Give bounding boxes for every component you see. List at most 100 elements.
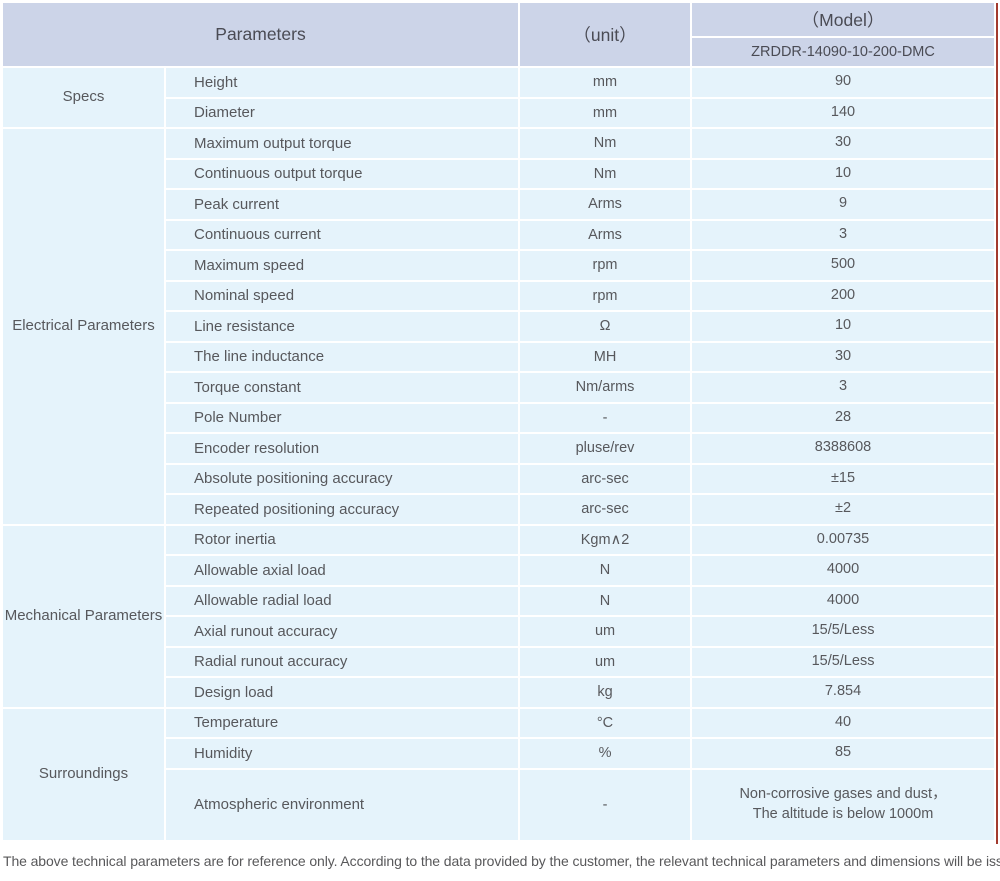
category-cell: Electrical Parameters <box>3 129 166 526</box>
parameter-name-cell: Maximum speed <box>166 251 521 282</box>
value-cell: 10 <box>692 159 997 190</box>
table-row: Specs Height mm 90 <box>3 68 997 129</box>
table-row: Design load kg 7.854 <box>3 678 997 709</box>
unit-cell: um <box>520 647 693 678</box>
unit-cell: - <box>520 403 693 434</box>
table-row: Absolute positioning accuracy arc-sec ±15 <box>3 464 997 495</box>
unit-cell: N <box>520 556 693 587</box>
value-cell: 3 <box>692 373 997 404</box>
unit-cell: - <box>520 769 693 842</box>
table-row: Peak current Arms 9 <box>3 190 997 221</box>
value-cell: 200 <box>692 281 997 312</box>
table-row: Pole Number -28 <box>3 403 997 434</box>
table-row: Allowable axial load N 4000 <box>3 556 997 587</box>
value-cell: 3 <box>692 220 997 251</box>
right-edge-accent-line <box>996 3 998 844</box>
value-cell: 4000 <box>692 556 997 587</box>
value-cell: 500 <box>692 251 997 282</box>
unit-cell: pluse/rev <box>520 434 693 465</box>
unit-cell: % <box>520 739 693 770</box>
table-row: Torque constant Nm/arms 3 <box>3 373 997 404</box>
unit-header: （unit） <box>520 3 693 68</box>
value-cell: 140 <box>692 98 997 129</box>
table-row: Line resistance Ω 10 <box>3 312 997 343</box>
unit-cell: arc-sec <box>520 464 693 495</box>
value-cell: ±2 <box>692 495 997 526</box>
table-row: Nominal speed rpm 200 <box>3 281 997 312</box>
parameter-name-cell: Peak current <box>166 190 521 221</box>
value-cell: 85 <box>692 739 997 770</box>
value-cell: 15/5/Less <box>692 647 997 678</box>
unit-cell: Nm <box>520 159 693 190</box>
value-cell: Non-corrosive gases and dust， The altitu… <box>692 769 997 842</box>
parameter-name-cell: Allowable axial load <box>166 556 521 587</box>
model-header: （Model） <box>692 3 997 38</box>
table-row: The line inductance MH 30 <box>3 342 997 373</box>
unit-cell: N <box>520 586 693 617</box>
unit-cell: Kgm∧2 <box>520 525 693 556</box>
value-cell: 90 <box>692 68 997 99</box>
parameter-name-cell: Axial runout accuracy <box>166 617 521 648</box>
unit-cell: um <box>520 617 693 648</box>
table-row: Encoder resolution pluse/rev 8388608 <box>3 434 997 465</box>
value-cell: 0.00735 <box>692 525 997 556</box>
value-cell: ±15 <box>692 464 997 495</box>
table-row: Continuous current Arms 3 <box>3 220 997 251</box>
parameter-name-cell: Maximum output torque <box>166 129 521 160</box>
model-number: ZRDDR-14090-10-200-DMC <box>692 38 997 68</box>
parameter-name-cell: Absolute positioning accuracy <box>166 464 521 495</box>
value-cell: 40 <box>692 708 997 739</box>
unit-cell: mm <box>520 68 693 99</box>
parameters-header: Parameters <box>3 3 521 68</box>
parameter-name-cell: Rotor inertia <box>166 525 521 556</box>
parameter-name-cell: Height <box>166 68 521 99</box>
spec-table: Parameters （unit） （Model） ZRDDR-14090-10… <box>3 3 997 842</box>
table-row: Continuous output torque Nm 10 <box>3 159 997 190</box>
parameter-name-cell: Atmospheric environment <box>166 769 521 842</box>
category-cell: Surroundings <box>3 708 166 842</box>
table-row: Atmospheric environment - Non-corrosive ga… <box>3 769 997 842</box>
parameter-name-cell: Allowable radial load <box>166 586 521 617</box>
value-cell: 7.854 <box>692 678 997 709</box>
parameter-name-cell: Line resistance <box>166 312 521 343</box>
table-row: Repeated positioning accuracy arc-sec ±2 <box>3 495 997 526</box>
parameter-name-cell: Humidity <box>166 739 521 770</box>
value-cell: 4000 <box>692 586 997 617</box>
value-cell: 15/5/Less <box>692 617 997 648</box>
category-cell: Specs <box>3 68 166 129</box>
category-cell: Mechanical Parameters <box>3 525 166 709</box>
table-row: Electrical Parameters Maximum output torq… <box>3 129 997 526</box>
parameter-name-cell: Encoder resolution <box>166 434 521 465</box>
parameter-name-cell: Temperature <box>166 708 521 739</box>
value-cell: 8388608 <box>692 434 997 465</box>
unit-cell: Nm/arms <box>520 373 693 404</box>
parameter-name-cell: Continuous current <box>166 220 521 251</box>
table-row: Diameter mm 140 <box>3 98 997 129</box>
spec-table-body: Specs Height mm 90 Diameter mm 140 Electrical P… <box>3 68 997 842</box>
value-cell: 30 <box>692 129 997 160</box>
parameter-name-cell: Nominal speed <box>166 281 521 312</box>
unit-cell: rpm <box>520 251 693 282</box>
parameter-name-cell: Design load <box>166 678 521 709</box>
table-row: Radial runout accuracy um 15/5/Less <box>3 647 997 678</box>
spec-table-header: Parameters （unit） （Model） ZRDDR-14090-10… <box>3 3 997 68</box>
table-row: Axial runout accuracy um 15/5/Less <box>3 617 997 648</box>
value-cell: 10 <box>692 312 997 343</box>
parameter-name-cell: The line inductance <box>166 342 521 373</box>
value-cell: 9 <box>692 190 997 221</box>
footer-note: The above technical parameters are for r… <box>3 852 1000 869</box>
unit-cell: arc-sec <box>520 495 693 526</box>
value-cell: 30 <box>692 342 997 373</box>
unit-cell: Nm <box>520 129 693 160</box>
table-row: Surroundings Temperature °C 40 <box>3 708 997 842</box>
parameter-name-cell: Torque constant <box>166 373 521 404</box>
parameter-name-cell: Radial runout accuracy <box>166 647 521 678</box>
table-row: Humidity% 85 <box>3 739 997 770</box>
parameter-name-cell: Repeated positioning accuracy <box>166 495 521 526</box>
unit-cell: mm <box>520 98 693 129</box>
parameter-name-cell: Diameter <box>166 98 521 129</box>
unit-cell: Ω <box>520 312 693 343</box>
unit-cell: kg <box>520 678 693 709</box>
unit-cell: Arms <box>520 220 693 251</box>
